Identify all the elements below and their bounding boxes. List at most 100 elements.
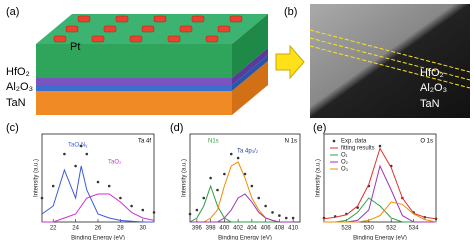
fit-curve: [190, 161, 294, 223]
data-point: [152, 211, 156, 214]
data-point: [85, 152, 89, 156]
legend-swatch: [332, 139, 336, 143]
panel-label: (a): [6, 6, 19, 18]
x-tick-label: 528: [341, 226, 352, 232]
data-point: [229, 152, 233, 156]
data-point: [74, 164, 77, 168]
layer-label: TaN: [6, 97, 26, 109]
fit-curve: [324, 201, 437, 223]
pt-pad: [167, 35, 181, 43]
x-tick-label: 24: [72, 226, 79, 232]
x-tick-label: 408: [274, 226, 285, 232]
y-axis-label: Intensity (a.u.): [316, 159, 322, 197]
data-point: [271, 211, 274, 214]
layer-label: Al₂O₃: [420, 82, 447, 94]
pt-pad: [65, 25, 79, 33]
panel-label: (b): [284, 6, 297, 18]
data-point: [209, 176, 212, 180]
x-tick-label: 26: [95, 226, 102, 232]
x-tick-label: 400: [219, 226, 230, 232]
data-point: [119, 196, 122, 200]
pt-pad: [129, 35, 143, 43]
pt-pad: [217, 25, 231, 33]
layer-label: TaN: [420, 98, 440, 110]
pt-pad: [141, 25, 155, 33]
y-axis-label: Intensity (a.u.): [182, 159, 188, 197]
legend-label: O₃: [341, 167, 349, 173]
x-tick-label: 532: [386, 226, 397, 232]
layer-label: Al₂O₃: [6, 81, 33, 93]
data-point: [216, 188, 219, 192]
data-point: [250, 184, 254, 188]
x-tick-label: 396: [192, 226, 203, 232]
legend-label: fitting results: [341, 146, 375, 152]
layer-label: HfO₂: [6, 66, 30, 78]
chart-title: Ta 4f: [138, 139, 151, 145]
x-tick-label: 30: [139, 226, 146, 232]
data-point: [63, 152, 66, 156]
interface-lines: [309, 29, 471, 89]
pt-pad: [77, 15, 91, 23]
x-axis-label: Binding Energy (eV): [218, 236, 272, 240]
legend-label: Exp. data: [341, 139, 367, 145]
pt-pad: [103, 25, 117, 33]
tem-image: [310, 4, 470, 118]
chart-title: N 1s: [285, 139, 297, 145]
data-point: [96, 180, 100, 184]
data-point: [202, 196, 206, 200]
pt-pad: [191, 15, 205, 23]
data-point: [51, 184, 55, 188]
x-tick-label: 22: [50, 226, 57, 232]
annotation: Ta 4p₃/₂: [237, 149, 259, 155]
data-point: [223, 172, 226, 176]
fit-curve: [189, 184, 294, 223]
data-point: [107, 184, 111, 188]
pt-pad: [179, 25, 193, 33]
data-point: [236, 156, 240, 160]
data-point: [195, 208, 199, 212]
fit-curve: [324, 197, 436, 223]
x-axis-label: Binding Energy (eV): [71, 236, 125, 240]
chart-title: O 1s: [420, 139, 433, 145]
data-point: [141, 208, 145, 212]
data-point: [378, 144, 382, 148]
x-tick-label: 534: [409, 226, 420, 232]
x-tick-label: 402: [233, 226, 244, 232]
data-point: [278, 214, 281, 217]
data-point: [291, 216, 295, 220]
data-point: [40, 196, 44, 200]
layer-label: HfO₂: [420, 67, 444, 79]
data-point: [188, 212, 192, 216]
pt-pads: [53, 15, 243, 43]
x-tick-label: 530: [364, 226, 375, 232]
x-tick-label: 28: [117, 226, 124, 232]
fit-curve: [41, 165, 154, 223]
annotation: N1s: [208, 139, 219, 145]
x-axis-label: Binding Energy (eV): [353, 236, 407, 240]
pt-pad: [229, 15, 243, 23]
data-point: [284, 216, 288, 220]
pt-pad: [153, 15, 167, 23]
x-tick-label: 406: [261, 226, 272, 232]
data-point: [257, 196, 261, 200]
y-axis-label: Intensity (a.u.): [34, 159, 40, 197]
pt-pad: [53, 35, 67, 43]
arrow: [275, 44, 305, 80]
data-point: [243, 172, 247, 176]
pt-pad: [115, 15, 129, 23]
annotation: TaO₂: [108, 160, 122, 166]
plot-frame: [41, 133, 155, 223]
pt-pad: [205, 35, 219, 43]
fit-curve: [190, 193, 294, 223]
x-tick-label: 404: [247, 226, 258, 232]
x-tick-label: 398: [206, 226, 217, 232]
legend-label: O₂: [341, 160, 349, 166]
panel-label: (c): [6, 122, 19, 134]
pt-pad: [91, 35, 105, 43]
x-tick-label: 410: [288, 226, 299, 232]
panel-label: (e): [313, 122, 326, 134]
fit-curve: [324, 164, 436, 223]
panel-label: (d): [170, 122, 183, 134]
data-point: [79, 144, 83, 148]
plot-frame: [323, 133, 437, 223]
